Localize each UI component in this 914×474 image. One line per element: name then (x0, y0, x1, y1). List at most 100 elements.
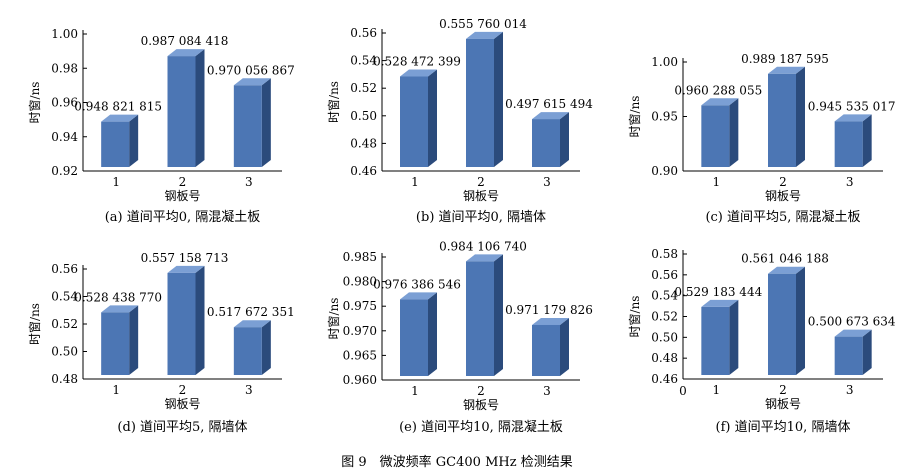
y-tick-label: 0.965 (343, 348, 377, 362)
bar-top (768, 266, 805, 274)
bar-1 (400, 292, 437, 376)
y-tick-label: 0.90 (651, 164, 678, 178)
value-label: 0.517 672 351 (207, 305, 295, 319)
chart-panel-3: 0.90 0.95 1.00 时窗/ns 0.960 288 055 1 0.989 187… (628, 52, 896, 225)
panel-caption: (f) 道间平均10, 隔墙体 (716, 420, 851, 435)
bar-front (532, 324, 560, 376)
value-label: 0.960 288 055 (674, 83, 762, 97)
bar-side (862, 114, 872, 167)
x-tick-label: 1 (411, 175, 419, 189)
y-tick-label: 0.98 (51, 61, 78, 75)
y-tick-label: 0.52 (51, 317, 78, 331)
value-label: 0.555 760 014 (439, 17, 527, 31)
bar-front (101, 121, 130, 167)
y-tick-label: 0.54 (350, 54, 377, 68)
bar-front (834, 121, 863, 167)
value-label: 0.497 615 494 (505, 97, 593, 111)
bar-side (729, 299, 739, 375)
bar-side (428, 292, 437, 376)
y-tick-label: 1.00 (51, 27, 78, 41)
bar-top (768, 66, 805, 74)
y-tick-label: 0.50 (350, 109, 377, 123)
bar-front (701, 105, 730, 167)
y-tick-label: 0.95 (651, 110, 678, 124)
bar-side (195, 49, 205, 167)
x-tick-label: 3 (245, 383, 253, 397)
bar-front (400, 299, 428, 376)
bar-1 (101, 305, 139, 375)
bar-front (701, 306, 730, 375)
x-origin-label: 0 (679, 384, 687, 398)
bar-side (129, 114, 139, 167)
bar-top (701, 299, 739, 307)
y-tick-label: 0.46 (350, 164, 377, 178)
bar-front (768, 273, 796, 375)
x-axis-title: 钢板号 (463, 398, 499, 412)
bar-top (834, 114, 872, 122)
bar-3 (233, 320, 271, 375)
x-tick-label: 1 (112, 175, 120, 189)
x-tick-label: 2 (477, 384, 485, 398)
bar-3 (834, 114, 872, 167)
x-axis-title: 钢板号 (164, 189, 200, 203)
bar-front (167, 272, 196, 375)
bar-front (233, 85, 262, 167)
bar-top (532, 112, 569, 120)
x-tick-label: 1 (112, 383, 120, 397)
x-tick-label: 3 (543, 384, 551, 398)
y-tick-label: 0.54 (651, 289, 678, 303)
bar-front (167, 56, 196, 167)
bar-side (428, 69, 437, 167)
x-axis-title: 钢板号 (765, 397, 801, 411)
chart-panel-5: 0.960 0.965 0.970 0.975 0.980 0.985 时窗/ns 0.976… (327, 239, 593, 435)
panel-caption: (c) 道间平均5, 隔混凝土板 (705, 209, 860, 225)
value-label: 0.970 056 867 (207, 63, 295, 77)
bar-top (101, 305, 139, 313)
y-tick-label: 0.52 (350, 81, 377, 95)
bar-side (560, 317, 569, 376)
value-label: 0.971 179 826 (505, 303, 593, 317)
y-axis-title: 时窗/ns (628, 296, 642, 338)
bar-top (101, 114, 139, 122)
value-label: 0.976 386 546 (373, 277, 461, 291)
y-tick-label: 0.48 (350, 136, 377, 150)
y-tick-label: 0.52 (651, 310, 678, 324)
value-label: 0.500 673 634 (808, 315, 896, 329)
y-tick-label: 0.960 (343, 373, 377, 387)
value-label: 0.528 472 399 (373, 55, 461, 69)
chart-panel-4: 0.48 0.50 0.52 0.54 0.56 时窗/ns 0.528 438 770 1 0… (28, 251, 295, 435)
bar-side (494, 254, 503, 376)
bar-side (862, 329, 872, 375)
x-axis-title: 钢板号 (164, 397, 200, 411)
bar-top (466, 31, 503, 39)
y-axis-title: 时窗/ns (327, 81, 341, 123)
value-label: 0.945 535 017 (808, 99, 896, 113)
y-tick-label: 0.92 (51, 164, 78, 178)
bar-top (466, 254, 503, 262)
bar-top (167, 265, 205, 273)
bar-side (729, 98, 739, 167)
y-tick-label: 0.54 (51, 290, 78, 304)
y-tick-label: 0.56 (51, 262, 78, 276)
bar-top (834, 329, 872, 337)
bar-top (532, 317, 569, 325)
x-axis-title: 钢板号 (463, 189, 499, 203)
bar-1 (701, 299, 739, 375)
bar-2 (167, 49, 205, 167)
y-tick-label: 0.50 (51, 345, 78, 359)
x-tick-label: 2 (179, 383, 187, 397)
bar-front (101, 312, 130, 375)
bar-side (494, 31, 503, 167)
x-tick-label: 1 (713, 175, 721, 189)
y-tick-label: 0.56 (350, 26, 377, 40)
value-label: 0.989 187 595 (741, 52, 829, 66)
x-tick-label: 2 (477, 175, 485, 189)
chart-panel-2: 0.46 0.48 0.50 0.52 0.54 0.56 时窗/ns 0.528 472 3… (327, 17, 593, 225)
bar-side (796, 66, 805, 167)
bar-3 (834, 329, 872, 375)
y-tick-label: 0.48 (651, 351, 678, 365)
bar-1 (101, 114, 139, 167)
bar-2 (768, 66, 805, 167)
y-tick-label: 0.96 (51, 96, 78, 110)
